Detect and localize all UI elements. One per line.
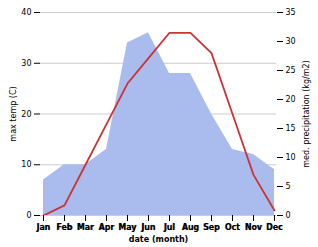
svg-text:30: 30 (21, 59, 31, 68)
svg-text:15: 15 (286, 124, 296, 133)
svg-text:40: 40 (21, 8, 31, 17)
svg-text:Sep: Sep (204, 223, 219, 232)
svg-text:Oct: Oct (226, 223, 240, 232)
svg-text:max temp (C): max temp (C) (9, 86, 18, 141)
svg-text:Feb: Feb (57, 223, 71, 232)
svg-text:0: 0 (286, 211, 291, 220)
svg-text:Apr: Apr (99, 223, 115, 232)
svg-text:Sep: Sep (203, 223, 220, 232)
svg-text:Feb: Feb (56, 223, 73, 232)
svg-text:10: 10 (21, 160, 31, 169)
svg-text:Aug: Aug (183, 223, 199, 232)
svg-text:Jan: Jan (35, 223, 50, 232)
svg-text:5: 5 (286, 182, 291, 191)
svg-text:Jul: Jul (163, 223, 176, 232)
svg-text:Jun: Jun (141, 223, 155, 232)
svg-text:May: May (119, 223, 136, 232)
svg-text:May: May (118, 223, 137, 232)
svg-text:Jul: Jul (164, 223, 175, 232)
svg-text:Dec: Dec (266, 223, 283, 232)
svg-text:10: 10 (286, 153, 296, 162)
svg-text:Aug: Aug (182, 223, 200, 232)
svg-text:Jun: Jun (140, 223, 156, 232)
svg-text:Mar: Mar (77, 223, 94, 232)
svg-text:30: 30 (286, 37, 296, 46)
svg-text:Jan: Jan (36, 223, 49, 232)
svg-text:Nov: Nov (245, 223, 263, 232)
svg-text:0: 0 (26, 211, 31, 220)
svg-text:Dec: Dec (267, 223, 282, 232)
svg-text:Apr: Apr (100, 223, 115, 232)
svg-text:35: 35 (286, 8, 296, 17)
svg-text:20: 20 (286, 95, 296, 104)
svg-text:20: 20 (21, 110, 31, 119)
svg-text:Oct: Oct (225, 223, 241, 232)
svg-text:date (month): date (month) (129, 235, 189, 244)
svg-text:Mar: Mar (78, 223, 94, 232)
svg-text:med. precipitation (kg/m2): med. precipitation (kg/m2) (302, 60, 311, 167)
svg-text:Nov: Nov (246, 223, 262, 232)
svg-text:25: 25 (286, 66, 296, 75)
